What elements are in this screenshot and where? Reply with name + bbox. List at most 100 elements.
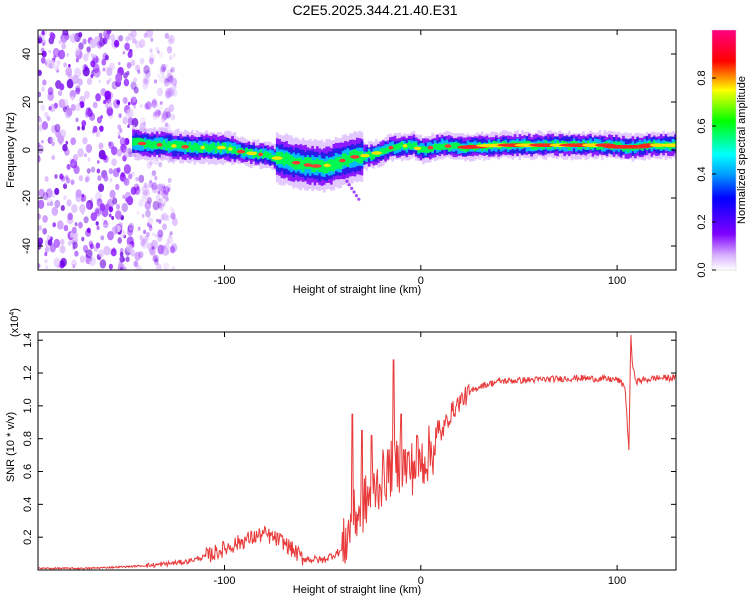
noise-blob [70, 137, 76, 146]
noise-blob [170, 212, 176, 220]
ridge-cell [363, 154, 366, 161]
noise-blob [81, 65, 85, 70]
noise-blob [133, 260, 139, 268]
noise-blob [72, 241, 78, 249]
ridge-cell [367, 151, 371, 158]
noise-blob [86, 46, 91, 53]
ridge-cell [419, 146, 423, 153]
noise-blob [51, 206, 59, 216]
noise-blob [52, 222, 56, 228]
noise-blob [149, 160, 153, 166]
noise-blob [164, 32, 169, 39]
noise-blob [162, 202, 165, 207]
noise-blob [75, 85, 81, 93]
noise-blob [145, 101, 152, 110]
spectrogram-ytick-label: 0 [21, 147, 33, 153]
noise-blob [54, 123, 61, 133]
ridge-cell [551, 140, 555, 147]
ridge-cell [344, 153, 347, 166]
noise-blob [154, 79, 157, 84]
noise-blob [70, 104, 76, 112]
noise-blob [127, 108, 134, 118]
noise-blob [123, 177, 130, 186]
noise-blob [66, 78, 74, 89]
ridge-trail [345, 179, 349, 183]
noise-blob [97, 183, 105, 192]
noise-blob [171, 208, 175, 214]
ridge-cell [306, 157, 310, 170]
noise-blob [170, 66, 175, 73]
ridge-peak [156, 143, 163, 147]
noise-blob [38, 263, 41, 269]
noise-blob [46, 116, 51, 122]
noise-blob [58, 49, 66, 60]
noise-blob [52, 194, 56, 198]
ridge-cell [231, 146, 234, 154]
ridge-cell [400, 141, 404, 148]
colorbar-gradient [712, 30, 736, 270]
noise-blob [108, 141, 112, 147]
noise-blob [98, 198, 102, 203]
noise-blob [161, 190, 169, 200]
ridge-cell [165, 143, 168, 151]
noise-blob [100, 115, 103, 119]
noise-blob [70, 179, 75, 185]
noise-blob [40, 104, 46, 112]
ridge-cell [268, 153, 272, 160]
noise-blob [95, 208, 100, 215]
noise-blob [98, 142, 104, 150]
ridge-peak [660, 143, 676, 147]
noise-blob [82, 244, 89, 252]
noise-blob [53, 257, 61, 268]
noise-blob [126, 243, 133, 253]
noise-blob [52, 47, 60, 58]
noise-blob [58, 40, 62, 45]
noise-blob [170, 247, 176, 255]
ridge-peak [228, 147, 233, 151]
spectrogram-ylabel: Frequency (Hz) [5, 112, 17, 188]
noise-blob [79, 204, 86, 213]
noise-blob [48, 59, 56, 69]
noise-blob [60, 238, 65, 246]
ridge-cell [596, 143, 599, 151]
noise-blob [159, 101, 163, 105]
noise-blob [122, 50, 126, 55]
ridge-cell [162, 139, 166, 148]
noise-blob [109, 178, 113, 182]
noise-blob [104, 54, 109, 61]
noise-blob [140, 239, 146, 247]
noise-blob [133, 105, 136, 109]
noise-blob [71, 162, 74, 166]
noise-blob [137, 226, 141, 231]
noise-blob [66, 177, 71, 184]
noise-blob [112, 197, 118, 205]
ridge-trail [347, 183, 351, 187]
noise-blob [123, 164, 131, 175]
ridge-cell [410, 143, 413, 150]
noise-blob [67, 212, 73, 221]
noise-blob [150, 240, 158, 250]
noise-blob [119, 128, 123, 133]
ridge-cell [457, 142, 460, 149]
noise-blob [58, 90, 63, 96]
snr-panel: -100 0 100 0.2 0.4 0.6 0.8 1.0 1.2 1.4 Height of … [5, 308, 677, 596]
noise-blob [173, 84, 177, 89]
noise-blob [165, 111, 171, 119]
noise-blob [63, 62, 67, 68]
noise-blob [136, 265, 142, 270]
ridge-cell [144, 141, 147, 149]
noise-blob [111, 158, 117, 167]
noise-blob [41, 86, 45, 92]
noise-blob [157, 50, 160, 54]
noise-blob [106, 106, 114, 116]
noise-blob [41, 121, 49, 130]
ridge-cell [457, 144, 460, 154]
noise-blob [118, 61, 121, 66]
noise-blob [117, 135, 121, 139]
noise-blob [146, 222, 151, 228]
noise-blob [159, 67, 163, 73]
noise-blob [38, 188, 45, 198]
snr-xtick-label: 0 [418, 575, 424, 587]
noise-blob [119, 251, 124, 257]
ridge-cell [290, 155, 293, 168]
